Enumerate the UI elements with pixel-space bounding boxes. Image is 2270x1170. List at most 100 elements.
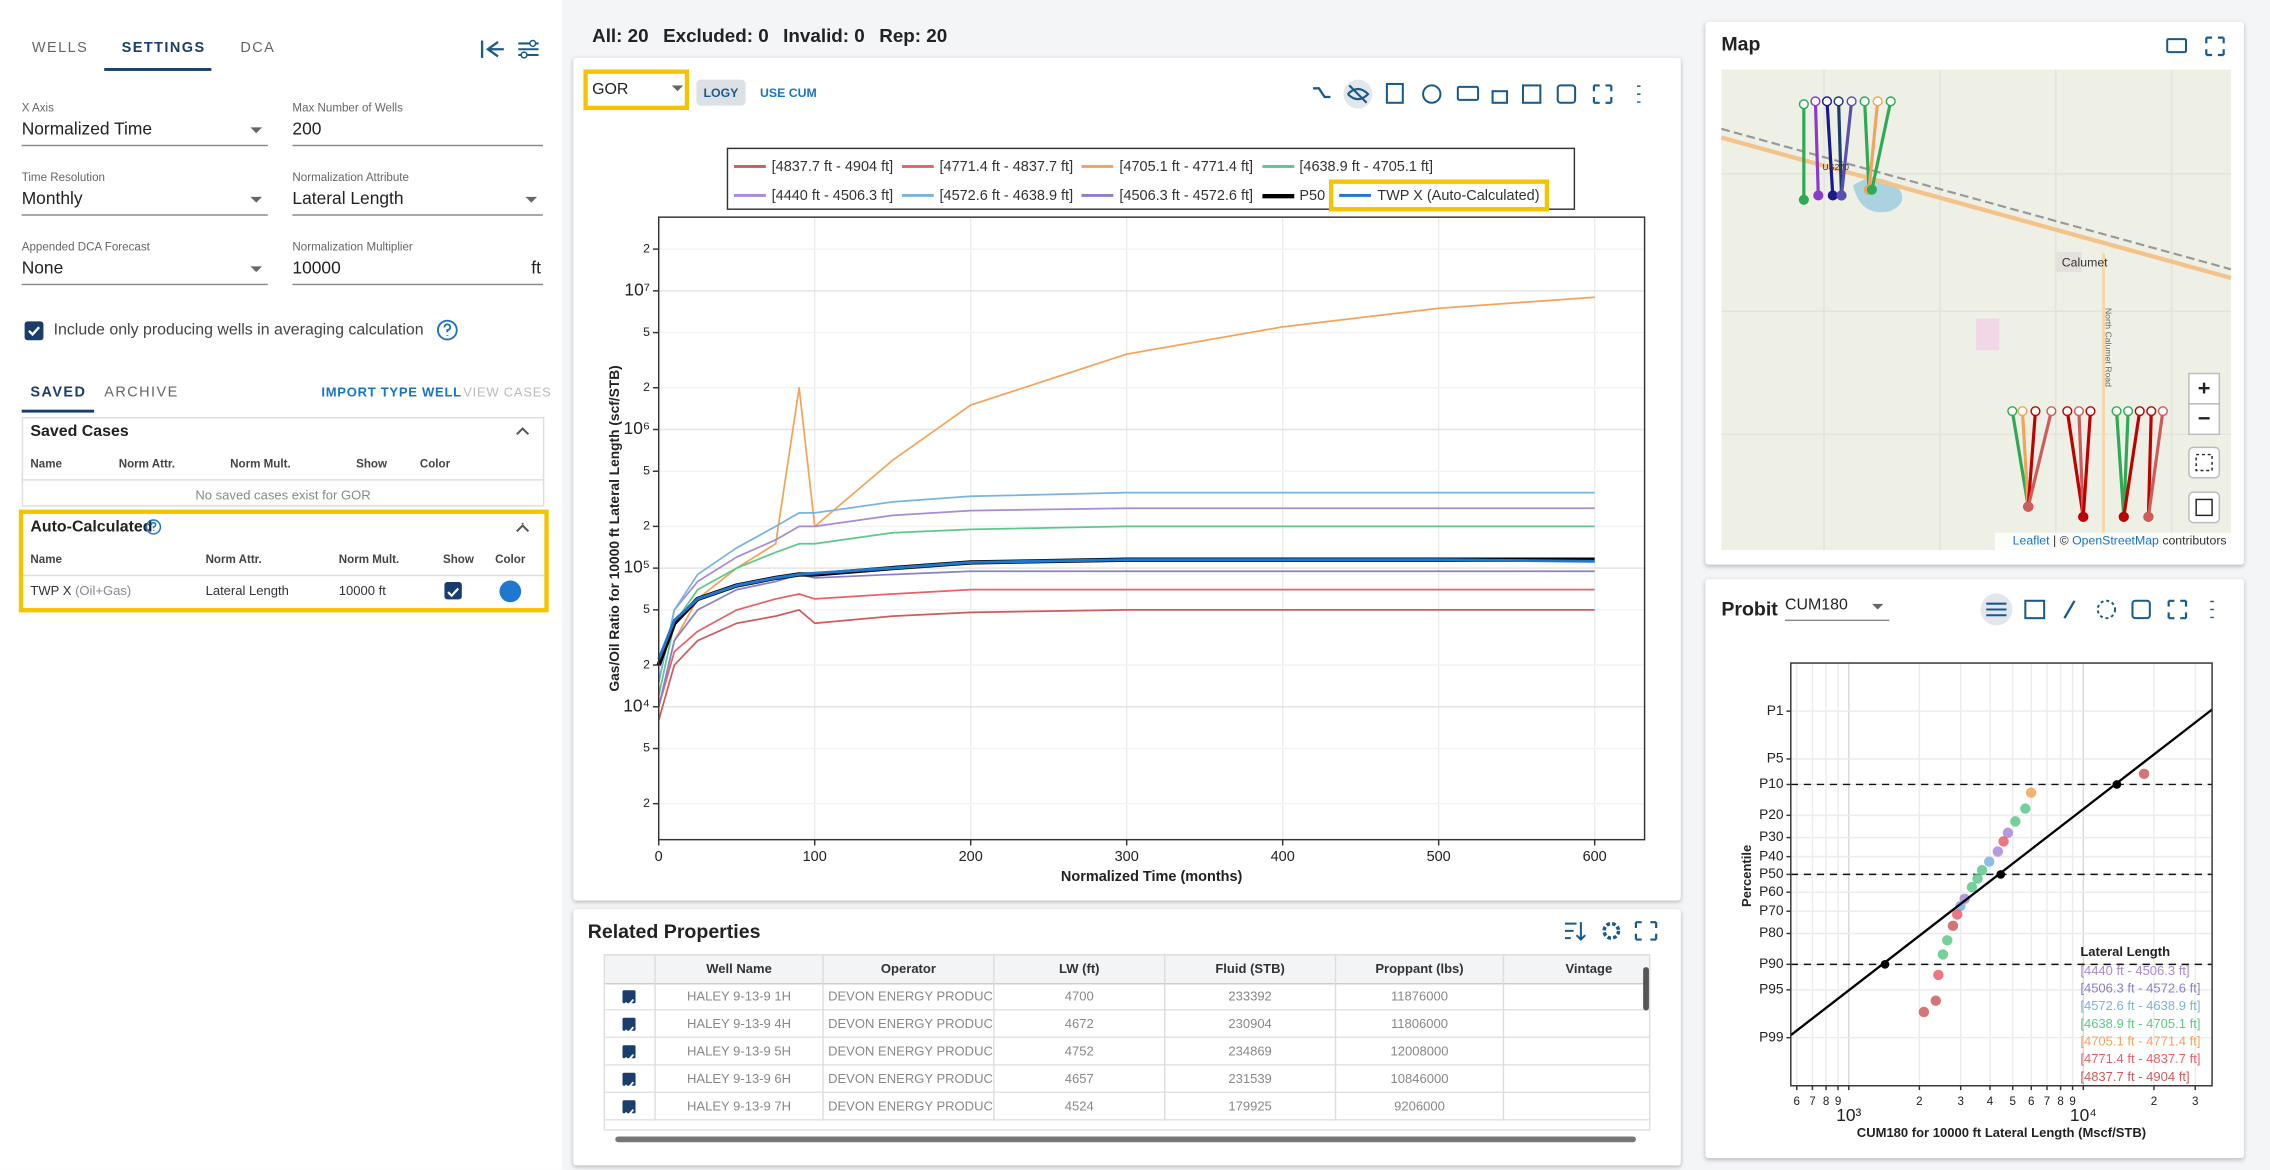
dropdown-arrow xyxy=(1871,603,1884,610)
well-stick xyxy=(1825,101,1835,196)
icon[interactable] xyxy=(2024,599,2046,620)
icon[interactable] xyxy=(1521,84,1542,104)
series-line xyxy=(657,558,1595,660)
tab[interactable]: DCA xyxy=(240,40,276,57)
tab[interactable]: WELLS xyxy=(31,40,89,57)
collapse-arrows[interactable] xyxy=(514,423,531,525)
probit-select[interactable]: CUM180 xyxy=(1785,596,1848,614)
field-value[interactable]: Lateral Length xyxy=(292,188,404,209)
show-checkbox[interactable] xyxy=(444,581,462,600)
attribution-part: Leaflet xyxy=(2013,534,2051,548)
field-value[interactable]: None xyxy=(21,257,64,278)
legend-item[interactable]: [4705.1 ft - 4771.4 ft] xyxy=(1081,155,1253,178)
icon[interactable] xyxy=(2205,36,2225,57)
field-value[interactable]: 200 xyxy=(292,118,322,139)
tab[interactable]: SETTINGS xyxy=(121,40,206,57)
well-surface xyxy=(1885,96,1896,107)
well-stick xyxy=(1867,101,1880,190)
icon[interactable] xyxy=(2096,599,2117,620)
saved-cases-box xyxy=(21,416,545,507)
row-checkbox[interactable] xyxy=(622,1045,636,1062)
cell xyxy=(605,982,656,1011)
legend-item: [4837.7 ft - 4904 ft] xyxy=(2080,1069,2189,1084)
logy-button[interactable] xyxy=(696,79,746,106)
icon[interactable] xyxy=(2167,599,2188,620)
percentile-marker xyxy=(1880,960,1890,969)
icon[interactable] xyxy=(1556,84,1577,104)
row-checkbox[interactable] xyxy=(622,1017,636,1035)
icon[interactable] xyxy=(2131,599,2151,620)
type-select-value: GOR xyxy=(592,81,629,99)
checkbox[interactable] xyxy=(24,321,44,341)
help-icon[interactable] xyxy=(145,518,162,535)
header-cell: LW (ft) xyxy=(995,955,1166,983)
check xyxy=(624,1109,635,1117)
scatter-point xyxy=(1972,873,1983,884)
import-button[interactable]: IMPORT TYPE WELL xyxy=(321,385,462,400)
case-tab[interactable]: ARCHIVE xyxy=(104,385,179,402)
h-scrollbar[interactable] xyxy=(615,1136,1636,1143)
y-tick-label: 10⁶ xyxy=(624,418,650,438)
v-scrollbar[interactable] xyxy=(1643,967,1649,1011)
icon[interactable] xyxy=(1422,84,1442,104)
map-tool[interactable] xyxy=(2188,446,2221,479)
icon[interactable] xyxy=(1634,921,1658,941)
icon[interactable] xyxy=(1602,921,1621,940)
logy-label: LOGY xyxy=(703,85,739,100)
scatter-point xyxy=(1952,909,1963,920)
legend-item[interactable]: [4638.9 ft - 4705.1 ft] xyxy=(1261,155,1433,178)
legend-item[interactable]: [4771.4 ft - 4837.7 ft] xyxy=(901,155,1073,178)
legend-label: [4638.9 ft - 4705.1 ft] xyxy=(1299,158,1433,175)
field-value[interactable]: Monthly xyxy=(21,188,83,209)
row-checkbox[interactable] xyxy=(622,1100,636,1117)
summary-item: All: 20 xyxy=(592,24,649,47)
map-tool[interactable] xyxy=(2188,491,2221,524)
legend-item[interactable]: [4837.7 ft - 4904 ft] xyxy=(733,155,893,178)
field-value[interactable]: Normalized Time xyxy=(21,118,153,139)
use-cum-button[interactable]: USE CUM xyxy=(760,85,817,100)
y-tick-label: P50 xyxy=(1759,866,1784,881)
legend-label: [4440 ft - 4506.3 ft] xyxy=(771,187,894,204)
well-stick xyxy=(2146,411,2153,517)
related-icons xyxy=(1564,921,1658,941)
scatter-point xyxy=(2025,787,2037,798)
icon[interactable] xyxy=(1385,82,1404,104)
icon[interactable] xyxy=(1564,922,1586,941)
icon[interactable] xyxy=(2063,600,2076,619)
icon[interactable] xyxy=(1491,90,1509,104)
zoom-button[interactable] xyxy=(2188,403,2221,436)
landuse xyxy=(1976,318,2000,351)
legend-item[interactable]: [4506.3 ft - 4572.6 ft] xyxy=(1081,184,1253,207)
legend-item[interactable]: P50 xyxy=(1261,184,1325,207)
case-name-text: TWP X xyxy=(30,583,72,598)
icon[interactable] xyxy=(1986,602,2007,617)
column-header: Norm Attr. xyxy=(205,553,262,567)
help-icon[interactable] xyxy=(436,318,459,341)
well-stick xyxy=(1836,101,1844,196)
collapse-icon[interactable] xyxy=(480,40,504,58)
icon[interactable] xyxy=(1313,87,1331,99)
well-surface xyxy=(1859,96,1870,107)
well-toe xyxy=(1827,190,1838,201)
case-color[interactable] xyxy=(499,580,522,603)
icon[interactable] xyxy=(1456,85,1480,101)
icon[interactable] xyxy=(2166,38,2188,54)
view-cases-button[interactable]: VIEW CASES xyxy=(463,385,552,400)
collapse-arrow[interactable] xyxy=(514,521,531,535)
legend-item[interactable]: [4572.6 ft - 4638.9 ft] xyxy=(901,184,1073,207)
row-checkbox[interactable] xyxy=(622,990,636,1007)
icon[interactable] xyxy=(1347,84,1370,104)
legend-item[interactable]: TWP X (Auto-Calculated) xyxy=(1329,179,1550,212)
case-tab[interactable]: SAVED xyxy=(30,385,87,402)
field-value[interactable]: 10000 xyxy=(292,257,341,278)
type-select[interactable] xyxy=(583,69,690,111)
chart-legend: [4837.7 ft - 4904 ft] [4771.4 ft - 4837.7… xyxy=(726,147,1576,212)
cell: DEVON ENERGY PRODUCT xyxy=(824,1065,995,1094)
icon[interactable] xyxy=(1592,84,1613,104)
legend-item[interactable]: [4440 ft - 4506.3 ft] xyxy=(733,184,894,207)
series-line xyxy=(657,588,1595,708)
well-stick xyxy=(1870,101,1893,190)
row-checkbox[interactable] xyxy=(622,1072,636,1090)
cell: 231539 xyxy=(1165,1065,1337,1094)
